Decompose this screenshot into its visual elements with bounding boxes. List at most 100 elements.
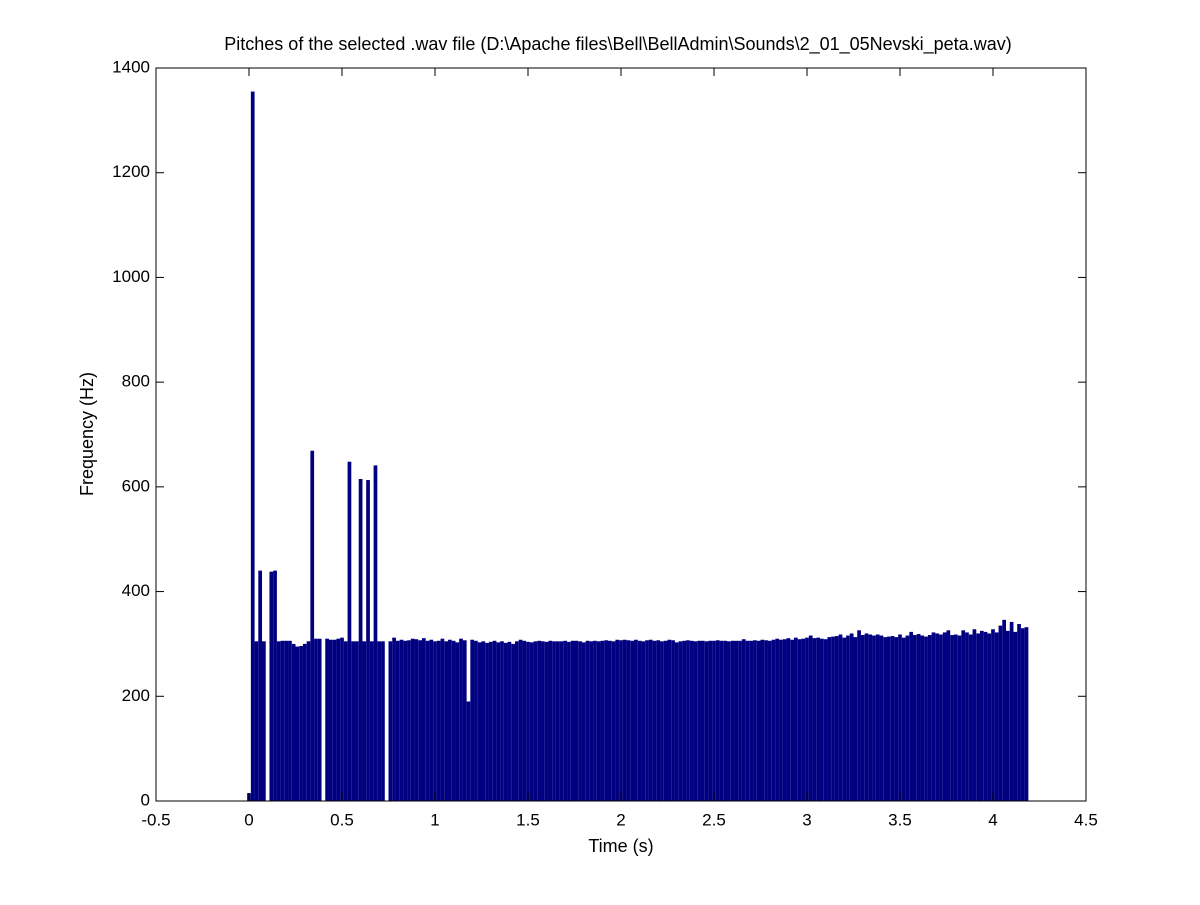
bar bbox=[455, 642, 460, 801]
bar bbox=[823, 639, 828, 801]
bar bbox=[976, 633, 980, 801]
bar bbox=[667, 639, 672, 801]
bar bbox=[421, 638, 426, 801]
y-tick-label: 1200 bbox=[112, 162, 150, 181]
bar bbox=[790, 639, 794, 801]
y-tick-label: 1000 bbox=[112, 267, 150, 286]
bar bbox=[291, 643, 296, 801]
bar bbox=[842, 637, 847, 801]
bar bbox=[853, 637, 858, 801]
bar bbox=[909, 631, 914, 801]
bar bbox=[898, 634, 902, 801]
bar bbox=[600, 640, 605, 801]
bar bbox=[723, 640, 728, 801]
bar bbox=[284, 640, 289, 801]
bar bbox=[507, 641, 512, 801]
bar bbox=[440, 638, 445, 801]
bar bbox=[276, 641, 281, 801]
bar bbox=[514, 641, 519, 801]
bar bbox=[831, 636, 835, 801]
bar bbox=[916, 633, 921, 801]
bar bbox=[567, 641, 571, 801]
bar bbox=[749, 640, 754, 801]
y-tick-label: 0 bbox=[141, 790, 150, 809]
bar bbox=[957, 635, 962, 801]
bar bbox=[820, 638, 824, 801]
bar bbox=[753, 640, 757, 801]
bar bbox=[965, 632, 969, 801]
bar bbox=[1020, 628, 1025, 801]
bar bbox=[630, 640, 635, 801]
bar bbox=[574, 640, 579, 801]
bar bbox=[503, 642, 508, 801]
bar bbox=[262, 641, 266, 801]
bar bbox=[1024, 627, 1029, 801]
bar bbox=[879, 635, 884, 801]
bar bbox=[860, 635, 865, 801]
bar bbox=[529, 642, 534, 801]
bar bbox=[336, 638, 341, 801]
bar bbox=[686, 640, 690, 801]
bar bbox=[410, 638, 415, 801]
bar bbox=[607, 640, 612, 801]
bar bbox=[913, 635, 917, 801]
bar bbox=[987, 633, 992, 801]
bar bbox=[682, 640, 687, 801]
bar bbox=[332, 639, 337, 801]
bar bbox=[693, 641, 698, 801]
bar bbox=[347, 461, 352, 801]
x-tick-label: 3.5 bbox=[888, 810, 912, 829]
bar bbox=[477, 642, 482, 801]
bar bbox=[894, 637, 899, 801]
bar bbox=[381, 641, 385, 801]
bar bbox=[745, 640, 750, 801]
bar bbox=[351, 641, 356, 801]
bar bbox=[596, 641, 601, 801]
bar bbox=[734, 640, 739, 801]
bar bbox=[812, 638, 817, 801]
bar bbox=[805, 637, 809, 801]
bar bbox=[979, 630, 984, 801]
bar bbox=[366, 480, 370, 801]
bar bbox=[429, 639, 434, 801]
bar bbox=[741, 639, 746, 801]
bar bbox=[589, 641, 594, 801]
bar bbox=[522, 640, 527, 801]
bar bbox=[674, 642, 679, 801]
y-tick-label: 800 bbox=[122, 372, 150, 391]
bar bbox=[901, 637, 906, 801]
bar bbox=[306, 641, 311, 801]
bar bbox=[615, 639, 620, 801]
bar bbox=[767, 640, 772, 801]
bar bbox=[924, 636, 928, 801]
bar bbox=[451, 640, 456, 801]
bar bbox=[526, 641, 530, 801]
x-tick-label: 0 bbox=[244, 810, 253, 829]
bar bbox=[622, 639, 627, 801]
bar bbox=[652, 640, 657, 801]
bar bbox=[764, 640, 768, 801]
x-tick-label: 1 bbox=[430, 810, 439, 829]
bar bbox=[388, 641, 393, 801]
y-tick-label: 1400 bbox=[112, 57, 150, 76]
bar bbox=[544, 641, 549, 801]
bar bbox=[905, 635, 910, 801]
bar bbox=[500, 641, 504, 801]
bar bbox=[288, 640, 292, 801]
bar bbox=[585, 640, 590, 801]
bar bbox=[857, 630, 861, 801]
bar bbox=[779, 639, 783, 801]
bar bbox=[1002, 619, 1007, 801]
bar bbox=[537, 640, 542, 801]
bar bbox=[570, 640, 575, 801]
bar bbox=[559, 641, 564, 801]
bar bbox=[548, 640, 553, 801]
bar bbox=[775, 638, 780, 801]
bar bbox=[972, 629, 977, 801]
bar bbox=[875, 634, 880, 801]
bar bbox=[325, 638, 329, 801]
y-axis-label: Frequency (Hz) bbox=[77, 372, 97, 496]
bar bbox=[797, 639, 802, 801]
bar bbox=[660, 641, 664, 801]
